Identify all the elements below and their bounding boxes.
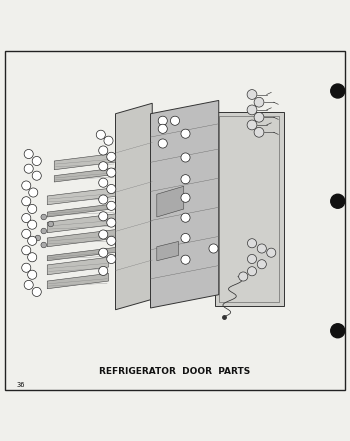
Circle shape: [158, 116, 167, 125]
Circle shape: [99, 195, 108, 204]
Polygon shape: [47, 187, 116, 205]
Bar: [215, 112, 284, 306]
Circle shape: [28, 236, 37, 245]
Polygon shape: [47, 230, 116, 247]
Circle shape: [104, 136, 113, 145]
Circle shape: [209, 244, 218, 253]
Circle shape: [48, 221, 54, 227]
Polygon shape: [157, 186, 184, 217]
Circle shape: [28, 253, 37, 262]
Circle shape: [41, 228, 47, 234]
Circle shape: [22, 213, 31, 223]
Circle shape: [181, 233, 190, 243]
Circle shape: [41, 214, 47, 220]
Polygon shape: [116, 103, 152, 310]
Circle shape: [28, 220, 37, 229]
Circle shape: [247, 254, 257, 264]
Circle shape: [29, 188, 38, 197]
Polygon shape: [47, 273, 108, 289]
Circle shape: [32, 171, 41, 180]
Circle shape: [96, 130, 105, 139]
Circle shape: [267, 248, 276, 257]
Circle shape: [24, 164, 33, 173]
Circle shape: [247, 239, 257, 248]
Text: REFRIGERATOR  DOOR  PARTS: REFRIGERATOR DOOR PARTS: [99, 367, 251, 376]
Circle shape: [239, 272, 248, 281]
Circle shape: [107, 218, 116, 227]
Circle shape: [107, 184, 116, 194]
Circle shape: [254, 97, 264, 107]
Circle shape: [254, 112, 264, 122]
Circle shape: [181, 193, 190, 202]
Circle shape: [158, 139, 167, 148]
Polygon shape: [47, 247, 116, 261]
Circle shape: [107, 152, 116, 161]
Circle shape: [24, 280, 33, 289]
Circle shape: [247, 90, 257, 99]
Circle shape: [158, 124, 167, 133]
Circle shape: [107, 168, 116, 177]
Circle shape: [22, 246, 31, 255]
Circle shape: [331, 324, 345, 338]
Circle shape: [247, 105, 257, 115]
Circle shape: [99, 162, 108, 171]
Circle shape: [99, 248, 108, 257]
Circle shape: [257, 244, 266, 253]
Circle shape: [181, 213, 190, 222]
Circle shape: [107, 201, 116, 210]
Circle shape: [32, 157, 41, 165]
Circle shape: [247, 267, 257, 276]
Circle shape: [107, 236, 116, 245]
Polygon shape: [150, 101, 219, 308]
Circle shape: [99, 266, 108, 276]
Circle shape: [99, 230, 108, 239]
Circle shape: [32, 288, 41, 296]
Circle shape: [35, 235, 41, 241]
Circle shape: [181, 129, 190, 138]
Circle shape: [331, 84, 345, 98]
Circle shape: [181, 153, 190, 162]
Circle shape: [99, 146, 108, 155]
Circle shape: [99, 178, 108, 187]
Polygon shape: [47, 214, 116, 233]
Circle shape: [22, 263, 31, 272]
Circle shape: [22, 229, 31, 238]
Circle shape: [41, 242, 47, 248]
Circle shape: [181, 175, 190, 184]
Polygon shape: [54, 153, 116, 170]
Circle shape: [107, 254, 116, 264]
Circle shape: [22, 197, 31, 206]
Circle shape: [170, 116, 180, 125]
Text: 36: 36: [17, 382, 25, 388]
Circle shape: [28, 270, 37, 279]
Polygon shape: [54, 168, 116, 182]
Circle shape: [247, 120, 257, 130]
Circle shape: [331, 194, 345, 208]
Circle shape: [99, 212, 108, 221]
Bar: [219, 116, 279, 302]
Circle shape: [22, 181, 31, 190]
Circle shape: [181, 255, 190, 264]
Circle shape: [257, 260, 266, 269]
Polygon shape: [47, 257, 108, 275]
Polygon shape: [47, 204, 116, 217]
Circle shape: [28, 204, 37, 213]
Circle shape: [254, 127, 264, 137]
Circle shape: [24, 149, 33, 159]
Polygon shape: [157, 241, 178, 261]
